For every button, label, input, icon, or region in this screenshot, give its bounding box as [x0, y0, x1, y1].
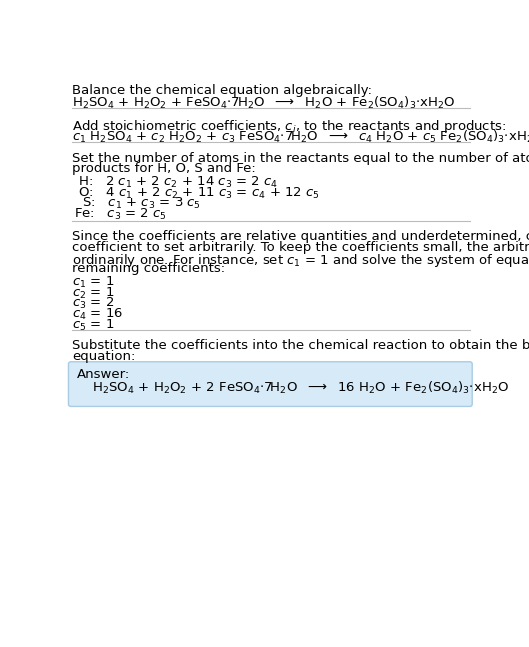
Text: $c_1$ H$_2$SO$_4$ + $c_2$ H$_2$O$_2$ + $c_3$ FeSO$_4$$\cdot$7H$_2$O  $\longright: $c_1$ H$_2$SO$_4$ + $c_2$ H$_2$O$_2$ + $… [72, 129, 529, 144]
Text: H:   2 $c_1$ + 2 $c_2$ + 14 $c_3$ = 2 $c_4$: H: 2 $c_1$ + 2 $c_2$ + 14 $c_3$ = 2 $c_4… [74, 175, 278, 190]
Text: H$_2$SO$_4$ + H$_2$O$_2$ + FeSO$_4$$\cdot$7H$_2$O  $\longrightarrow$  H$_2$O + F: H$_2$SO$_4$ + H$_2$O$_2$ + FeSO$_4$$\cdo… [72, 94, 455, 111]
Text: Since the coefficients are relative quantities and underdetermined, choose a: Since the coefficients are relative quan… [72, 230, 529, 243]
Text: $c_4$ = 16: $c_4$ = 16 [72, 307, 123, 322]
Text: remaining coefficients:: remaining coefficients: [72, 263, 225, 276]
Text: S:   $c_1$ + $c_3$ = 3 $c_5$: S: $c_1$ + $c_3$ = 3 $c_5$ [74, 196, 201, 212]
Text: $c_3$ = 2: $c_3$ = 2 [72, 296, 114, 311]
Text: Fe:   $c_3$ = 2 $c_5$: Fe: $c_3$ = 2 $c_5$ [74, 207, 167, 222]
Text: Set the number of atoms in the reactants equal to the number of atoms in the: Set the number of atoms in the reactants… [72, 151, 529, 164]
Text: H$_2$SO$_4$ + H$_2$O$_2$ + 2 FeSO$_4$$\cdot$7H$_2$O  $\longrightarrow$  16 H$_2$: H$_2$SO$_4$ + H$_2$O$_2$ + 2 FeSO$_4$$\c… [93, 380, 509, 397]
Text: products for H, O, S and Fe:: products for H, O, S and Fe: [72, 162, 256, 175]
Text: Balance the chemical equation algebraically:: Balance the chemical equation algebraica… [72, 84, 372, 97]
Text: ordinarily one. For instance, set $c_1$ = 1 and solve the system of equations fo: ordinarily one. For instance, set $c_1$ … [72, 252, 529, 269]
Text: Answer:: Answer: [77, 368, 130, 381]
Text: $c_2$ = 1: $c_2$ = 1 [72, 285, 115, 301]
FancyBboxPatch shape [68, 362, 472, 406]
Text: equation:: equation: [72, 350, 136, 363]
Text: $c_5$ = 1: $c_5$ = 1 [72, 318, 115, 333]
Text: O:   4 $c_1$ + 2 $c_2$ + 11 $c_3$ = $c_4$ + 12 $c_5$: O: 4 $c_1$ + 2 $c_2$ + 11 $c_3$ = $c_4$ … [74, 186, 320, 201]
Text: Add stoichiometric coefficients, $c_i$, to the reactants and products:: Add stoichiometric coefficients, $c_i$, … [72, 118, 507, 135]
Text: $c_1$ = 1: $c_1$ = 1 [72, 275, 115, 290]
Text: Substitute the coefficients into the chemical reaction to obtain the balanced: Substitute the coefficients into the che… [72, 340, 529, 353]
Text: coefficient to set arbitrarily. To keep the coefficients small, the arbitrary va: coefficient to set arbitrarily. To keep … [72, 241, 529, 254]
